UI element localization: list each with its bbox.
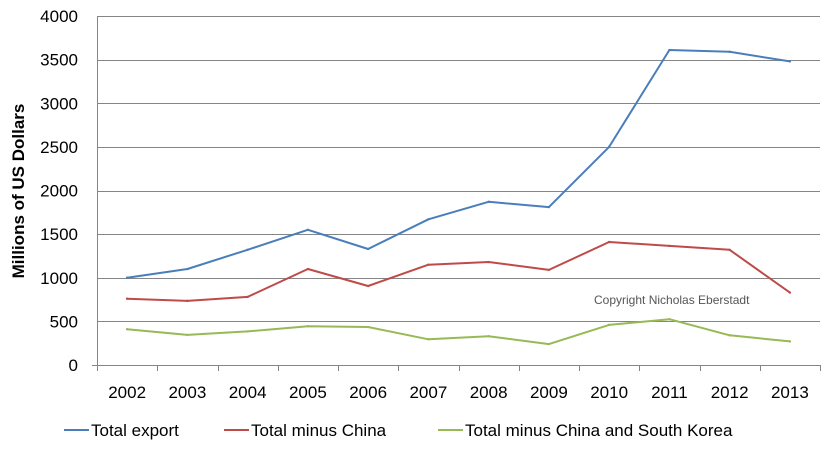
data-point	[186, 333, 189, 337]
series-lines	[125, 48, 792, 346]
data-point	[246, 330, 249, 333]
x-tick-label: 2006	[349, 383, 387, 402]
y-tick-label: 500	[50, 312, 78, 331]
data-point	[366, 247, 370, 251]
x-tick-label: 2005	[289, 383, 327, 402]
data-point	[547, 205, 551, 209]
y-tick-label: 1500	[40, 225, 78, 244]
x-tick-label: 2008	[470, 383, 508, 402]
x-tick-label: 2013	[771, 383, 809, 402]
data-point	[788, 340, 792, 343]
copyright-annotation: Copyright Nicholas Eberstadt	[594, 293, 750, 307]
data-point	[306, 324, 310, 328]
legend: Total export Total minus China Total minus…	[64, 421, 733, 440]
x-tick-label: 2004	[229, 383, 267, 402]
y-axis-label: Millions of US Dollars	[9, 104, 28, 279]
y-tick-label: 3500	[40, 51, 78, 70]
x-tick-label: 2007	[409, 383, 447, 402]
data-point	[306, 228, 310, 231]
data-point	[125, 328, 129, 331]
series-line-2	[126, 241, 791, 302]
legend-item-2: Total minus China	[224, 421, 387, 440]
x-tick-label: 2012	[711, 383, 749, 402]
data-point	[607, 240, 611, 244]
legend-label: Total minus China	[251, 421, 387, 440]
data-point	[728, 248, 731, 252]
data-point	[246, 248, 249, 252]
data-point	[607, 145, 611, 149]
gridlines	[97, 16, 820, 322]
x-tick-label: 2010	[590, 383, 628, 402]
y-tick-labels: 0 500 1000 1500 2000 2500 3000 3500 4000	[40, 7, 78, 375]
data-point	[547, 342, 551, 346]
data-point	[728, 50, 731, 53]
data-point	[788, 60, 792, 63]
legend-label: Total export	[91, 421, 179, 440]
data-point	[246, 295, 249, 299]
series-line-3	[126, 318, 791, 346]
data-point	[788, 291, 792, 294]
y-tick-label: 2000	[40, 182, 78, 201]
x-tick-labels: 2002 2003 2004 2005 2006 2007 2008 2009 2010 2011…	[108, 383, 809, 402]
data-point	[366, 284, 370, 288]
y-tick-label: 0	[69, 356, 78, 375]
x-tick-label: 2002	[108, 383, 146, 402]
data-point	[668, 317, 671, 321]
data-point	[668, 244, 671, 248]
data-point	[427, 338, 430, 341]
data-point	[668, 48, 671, 52]
y-tick-label: 1000	[40, 269, 78, 288]
legend-label: Total minus China and South Korea	[465, 421, 733, 440]
x-tick-label: 2011	[651, 383, 688, 402]
data-point	[366, 325, 370, 329]
x-tick-label: 2009	[530, 383, 568, 402]
data-point	[125, 297, 129, 300]
y-tick-label: 2500	[40, 138, 78, 157]
data-point	[125, 276, 129, 279]
y-tick-label: 4000	[40, 7, 78, 26]
series-line-1	[126, 49, 791, 279]
legend-item-1: Total export	[64, 421, 179, 440]
data-point	[427, 263, 430, 266]
x-tick-label: 2003	[168, 383, 206, 402]
axes	[92, 16, 821, 371]
data-point	[607, 323, 611, 327]
data-point	[728, 334, 731, 337]
data-point	[487, 260, 490, 264]
legend-item-3: Total minus China and South Korea	[438, 421, 733, 440]
y-tick-label: 3000	[40, 94, 78, 113]
data-point	[487, 335, 490, 338]
data-point	[487, 200, 490, 204]
data-point	[306, 267, 310, 271]
data-point	[186, 267, 189, 271]
data-point	[547, 268, 551, 272]
data-point	[186, 299, 189, 303]
data-point	[427, 218, 430, 221]
